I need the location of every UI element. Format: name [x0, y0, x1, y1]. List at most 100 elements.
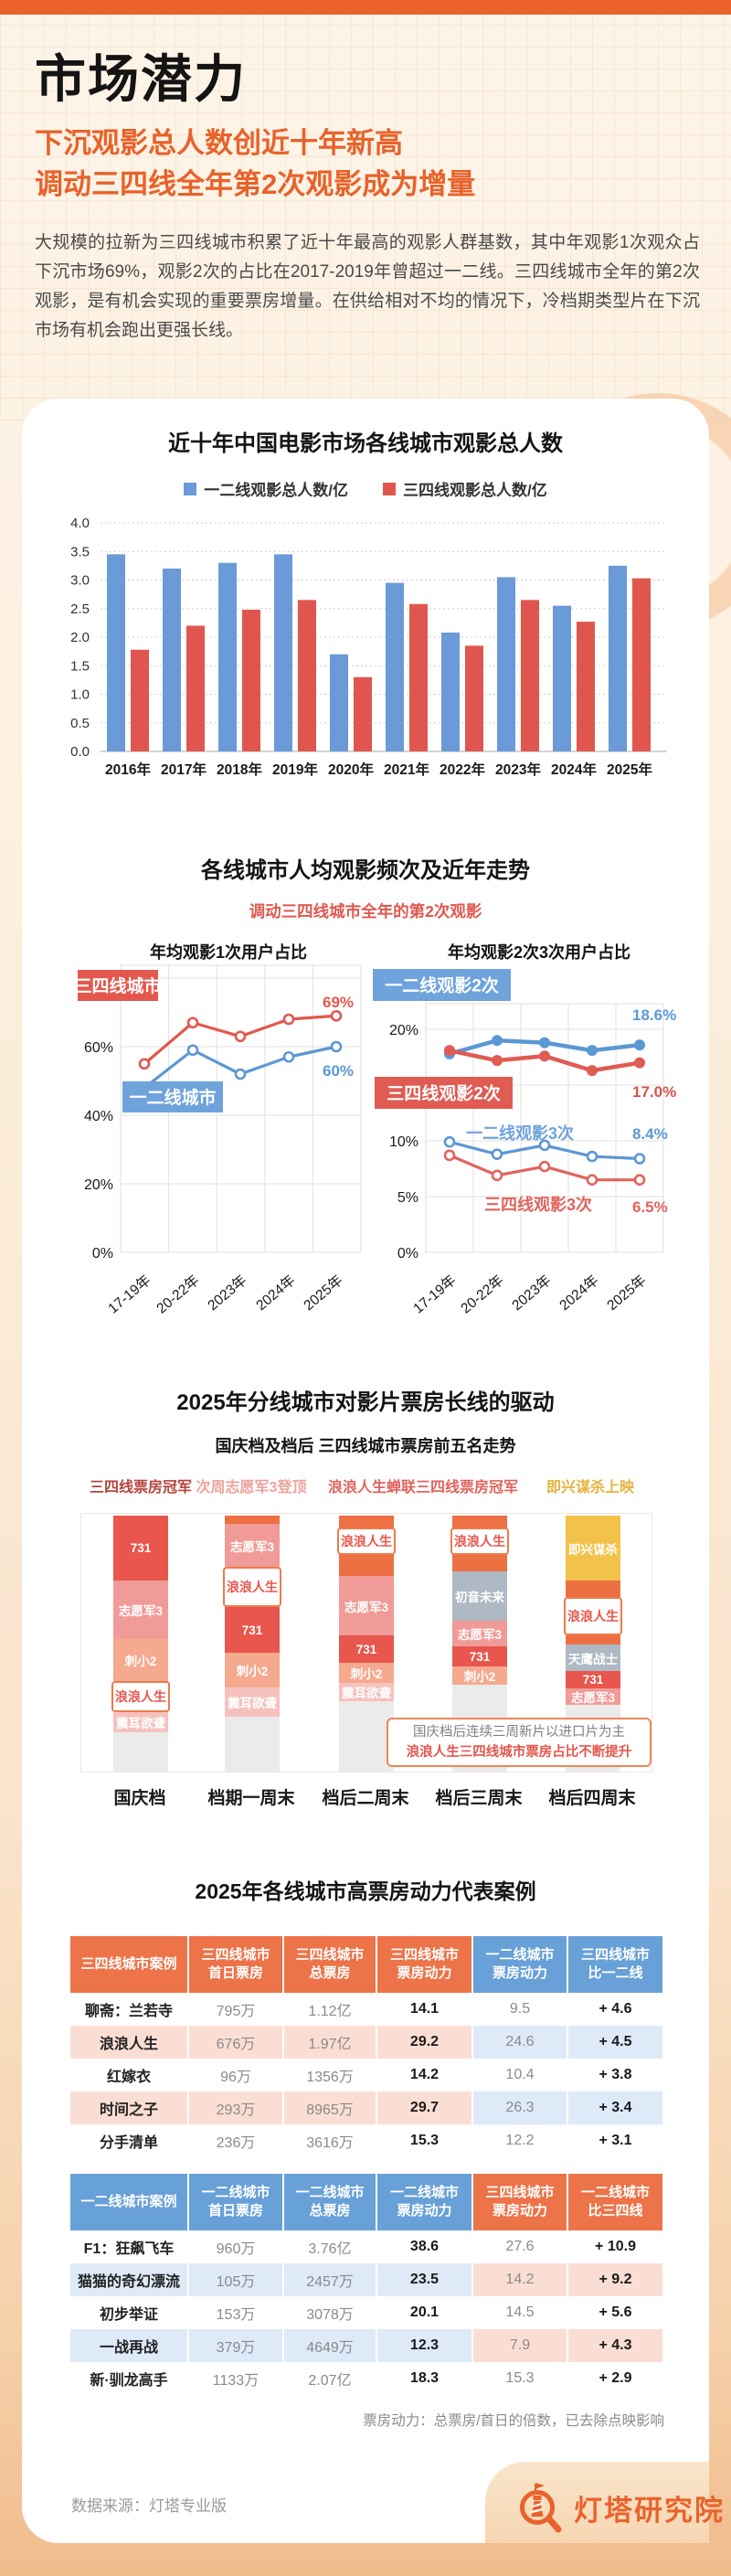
cell-value: 1.12亿: [284, 1993, 376, 2026]
movie-name: 红嫁衣: [70, 2059, 187, 2092]
line-chart-left-title: 年均观影1次用户占比: [149, 943, 307, 962]
x-tick-label: 2025年: [604, 1272, 650, 1314]
bar-tier12-2017年: [163, 569, 181, 751]
point: [538, 1160, 551, 1173]
stack-column-档后二周末: 浪浪人生 志愿军3 731 刺小2 震耳欲聋: [337, 1516, 396, 1772]
cell-value: 2457万: [284, 2263, 376, 2296]
page-subtitle-line2: 调动三四线全年第2次观影成为增量: [35, 168, 476, 200]
cell-value: 2.07亿: [284, 2362, 376, 2395]
frequency-section-title: 各线城市人均观影频次及近年走势: [201, 858, 530, 883]
bar-chart-legend: 一二线观影总人数/亿 三四线观影总人数/亿: [0, 477, 731, 500]
page-subtitle-line1: 下沉观影总人数创近十年新高: [35, 127, 403, 159]
legend-item-tier34: 三四线观影总人数/亿: [383, 477, 547, 500]
bar-tier12-2021年: [386, 582, 404, 751]
legend-item-tier12: 一二线观影总人数/亿: [184, 477, 348, 500]
top-accent-bar: [0, 0, 731, 15]
bar-tier12-2023年: [497, 577, 515, 751]
y-tick-label: 10%: [389, 1134, 418, 1150]
cell-value: 14.5: [473, 2296, 567, 2329]
cell-value: 105万: [189, 2263, 282, 2296]
cell-value: 3078万: [284, 2296, 376, 2329]
cell-value: + 5.6: [568, 2296, 662, 2329]
stack-column-国庆档: 731 志愿军3 刺小2 浪浪人生 震耳欲聋: [111, 1516, 170, 1772]
bar-tier34-2019年: [298, 600, 316, 751]
cell-value: 12.3: [377, 2329, 471, 2362]
line-charts: 80%60%40%20%0%17-19年20-22年2023年2024年2025…: [74, 964, 676, 1317]
point: [492, 1055, 503, 1067]
point: [186, 1044, 199, 1057]
longtail-section-title: 2025年分线城市对影片票房长线的驱动: [176, 1390, 555, 1415]
segment-浪浪人生: 浪浪人生: [450, 1516, 509, 1571]
x-tick-label: 2016年: [105, 761, 151, 778]
series-label-box: [373, 969, 511, 1001]
column-header: 一二线城市 总票房: [284, 2174, 376, 2230]
background-grid-texture: [0, 0, 731, 420]
cell-value: 4649万: [284, 2329, 376, 2362]
bar-tier12-2024年: [553, 605, 571, 751]
cell-value: 153万: [189, 2296, 282, 2329]
y-tick-label: 2.0: [70, 630, 90, 645]
cell-value: + 4.5: [568, 2026, 662, 2059]
segment-刺小2: 刺小2: [339, 1663, 394, 1683]
bar-chart: 4.0 3.5 3.0 2.5 2.0 1.5 1.0 0.5 0.0 2016年 2017年 201…: [70, 516, 667, 778]
segment-other: [566, 1581, 620, 1597]
legend-swatch-red: [383, 482, 396, 495]
point: [491, 1169, 503, 1182]
column-header: 三四线城市 票房动力: [473, 2174, 567, 2230]
annotation-label: 次周志愿军3登顶: [196, 1480, 307, 1496]
column-header: 三四线城市案例: [70, 1936, 187, 1993]
series-label-box: [78, 970, 158, 1001]
cell-value: 293万: [189, 2092, 282, 2124]
series-label: 三四线观影3次: [484, 1195, 592, 1214]
point: [586, 1150, 599, 1163]
longtail-section-subtitle: 国庆档及档后 三四线城市票房前五名走势: [215, 1437, 516, 1455]
bar-tier12-2019年: [274, 554, 292, 751]
note-line1: 国庆档后连续三周新片以进口片为主: [413, 1725, 625, 1740]
column-header: 三四线城市 票房动力: [377, 1936, 471, 1993]
x-tick-label: 2025年: [607, 761, 652, 778]
x-tick-label: 2020年: [328, 761, 374, 778]
cell-value: 10.4: [473, 2059, 567, 2092]
annotation-label: 即兴谋杀上映: [546, 1480, 635, 1496]
segment-志愿军3: 志愿军3: [452, 1621, 507, 1646]
bar-tier12-2025年: [609, 565, 627, 751]
series-label: 一二线观影2次: [385, 975, 499, 996]
segment-刺小2: 刺小2: [225, 1653, 280, 1687]
x-tick-label: 2024年: [551, 761, 597, 778]
bar-tier12-2022年: [441, 633, 460, 751]
x-tick-label: 2019年: [272, 761, 318, 778]
point: [633, 1153, 646, 1165]
movie-name: 分手清单: [70, 2124, 187, 2157]
point: [491, 1148, 503, 1160]
column-header: 一二线城市 票房动力: [377, 2174, 471, 2230]
cell-value: 795万: [189, 1993, 282, 2026]
segment-other: [225, 1717, 280, 1772]
movie-name: 时间之子: [70, 2092, 187, 2124]
segment-731: 731: [339, 1635, 394, 1663]
point: [234, 1030, 247, 1043]
point: [444, 1045, 455, 1057]
point: [330, 1009, 343, 1022]
column-header: 一二线城市 首日票房: [189, 2174, 282, 2230]
intro-paragraph: 大规模的拉新为三四线城市积累了近十年最高的观影人群基数，其中年观影1次观众占下沉…: [35, 233, 700, 340]
y-tick-label: 0%: [397, 1246, 418, 1261]
point: [234, 1068, 247, 1080]
column-header: 一二线城市 比三四线: [568, 2174, 662, 2230]
stack-x-label: 国庆档: [113, 1789, 166, 1808]
segment-志愿军3: 志愿军3: [225, 1524, 280, 1567]
column-header: 三四线城市 比一二线: [568, 1936, 662, 1993]
segment-志愿军3: 志愿军3: [339, 1576, 394, 1635]
point: [492, 1035, 503, 1047]
legend-swatch-blue: [184, 482, 197, 495]
table-tier34-cases: 三四线城市案例 三四线城市 首日票房 三四线城市 总票房 三四线城市 票房动力 一二线城…: [70, 1936, 664, 2157]
segment-初音未来: 初音未来: [452, 1571, 507, 1621]
y-tick-label: 60%: [84, 1040, 113, 1056]
x-tick-label: 2021年: [384, 761, 429, 778]
segment-志愿军3: 志愿军3: [113, 1581, 168, 1639]
movie-name: 聊斋：兰若寺: [70, 1993, 187, 2026]
column-header: 一二线城市 票房动力: [473, 1936, 567, 1993]
point: [282, 1050, 295, 1063]
segment-other: [225, 1516, 280, 1524]
cell-value: 1356万: [284, 2059, 376, 2092]
cell-value: 3.76亿: [284, 2230, 376, 2263]
